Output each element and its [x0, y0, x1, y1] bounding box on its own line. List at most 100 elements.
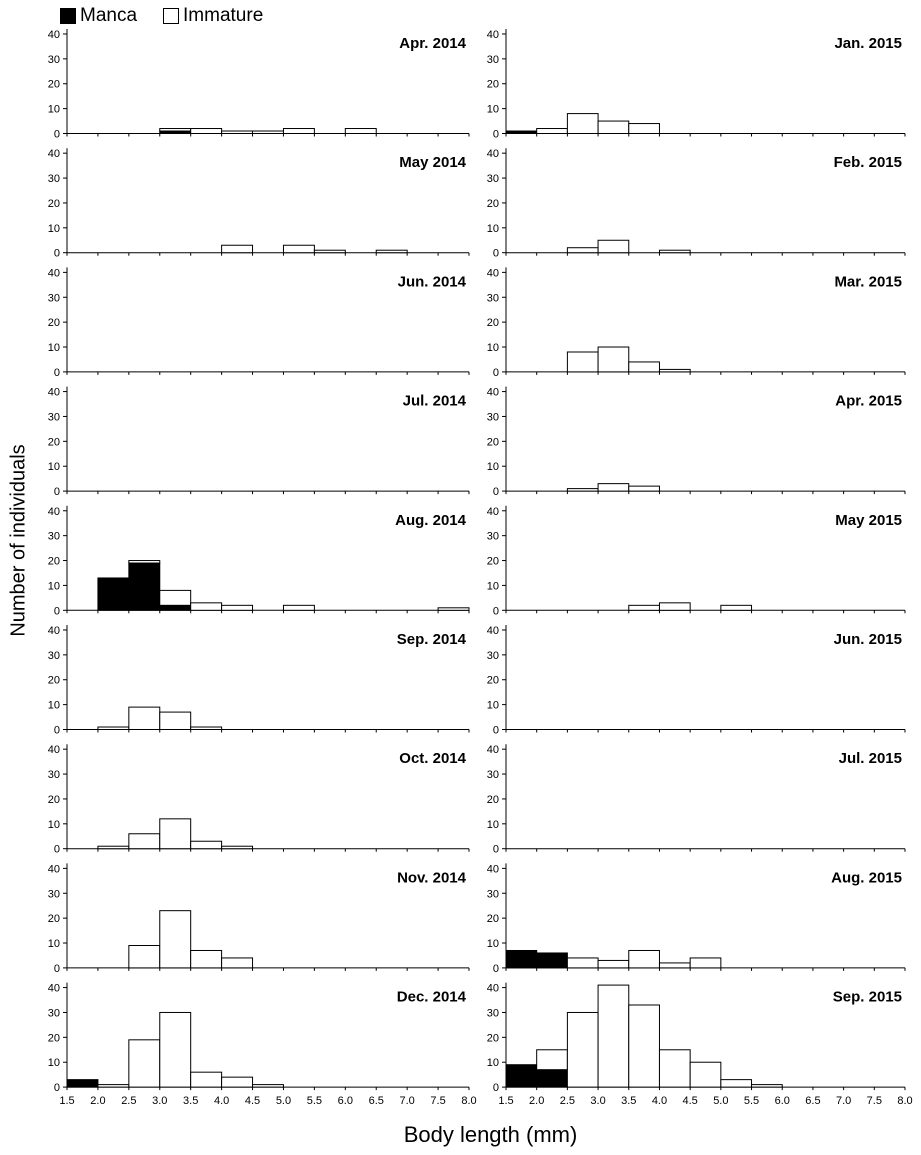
bar-immature: [128, 560, 161, 564]
x-tick-label: 4.0: [652, 1095, 667, 1107]
x-tick-label: 2.5: [560, 1095, 575, 1107]
bar-immature: [190, 726, 223, 730]
y-tick-label: 10: [48, 461, 60, 473]
panel-jul-2015: 0 10 20 30 40 Jul. 2015: [487, 744, 906, 856]
y-tick-label: 0: [54, 486, 60, 498]
y-tick-label: 0: [54, 129, 60, 141]
panel-title: Dec. 2014: [397, 989, 467, 1006]
y-tick-label: 40: [48, 863, 60, 875]
legend-label-manca: Manca: [80, 5, 138, 26]
legend-swatch-manca: [60, 8, 76, 24]
y-tick-label: 40: [48, 506, 60, 518]
panel-may-2015: 0 10 20 30 40 May 2015: [487, 506, 906, 617]
y-tick-label: 30: [48, 650, 60, 662]
y-tick-label: 10: [487, 342, 499, 354]
bar-immature: [566, 113, 599, 134]
bar-immature: [720, 604, 753, 611]
panel-may-2014: 0 10 20 30 40 May 2014: [48, 148, 470, 260]
y-tick-label: 0: [54, 963, 60, 975]
y-tick-label: 10: [487, 1057, 499, 1069]
y-tick-label: 30: [487, 173, 499, 185]
x-tick-label: 6.0: [775, 1095, 790, 1107]
y-tick-label: 20: [48, 556, 60, 568]
legend-item-manca: Manca: [60, 5, 137, 27]
panel-title: Mar. 2015: [834, 273, 902, 290]
y-tick-label: 40: [487, 29, 499, 41]
y-tick-label: 0: [493, 605, 499, 617]
bar-immature: [375, 249, 408, 254]
y-tick-label: 10: [487, 461, 499, 473]
bar-manca: [536, 1069, 568, 1088]
bar-immature: [658, 602, 691, 611]
bar-immature: [597, 239, 630, 254]
x-tick-label: 4.5: [245, 1095, 260, 1107]
bar-immature: [221, 957, 254, 969]
bar-manca: [505, 949, 538, 969]
y-tick-label: 40: [487, 267, 499, 279]
bar-immature: [159, 1011, 192, 1088]
legend-swatch-immature: [163, 8, 180, 24]
legend: Manca Immature: [60, 3, 289, 29]
y-tick-label: 20: [48, 317, 60, 329]
panel-title: Apr. 2015: [835, 393, 902, 410]
panel-title: May 2014: [399, 154, 466, 171]
y-tick-label: 30: [487, 411, 499, 423]
y-tick-label: 20: [48, 794, 60, 806]
y-tick-label: 0: [54, 605, 60, 617]
y-tick-label: 10: [487, 700, 499, 712]
x-tick-label: 6.5: [805, 1095, 820, 1107]
x-tick-label: 2.5: [121, 1095, 136, 1107]
y-tick-label: 40: [48, 744, 60, 756]
y-tick-label: 30: [48, 411, 60, 423]
bar-immature: [221, 244, 254, 254]
y-tick-label: 20: [487, 317, 499, 329]
y-tick-label: 30: [487, 292, 499, 304]
bar-immature: [221, 845, 254, 850]
y-tick-label: 30: [487, 650, 499, 662]
bar-immature: [658, 962, 691, 969]
y-tick-label: 40: [48, 267, 60, 279]
bar-immature: [282, 604, 315, 611]
x-tick-label: 6.0: [338, 1095, 353, 1107]
bar-manca: [505, 130, 538, 134]
y-tick-label: 40: [487, 506, 499, 518]
y-tick-label: 40: [487, 387, 499, 399]
x-tick-label: 8.0: [897, 1095, 912, 1107]
panel-title: Oct. 2014: [399, 750, 466, 767]
y-tick-label: 40: [48, 983, 60, 995]
panel-title: Aug. 2015: [831, 869, 902, 886]
panel-jan-2015: 0 10 20 30 40 Jan. 2015: [487, 29, 906, 141]
x-tick-label: 6.5: [369, 1095, 384, 1107]
bar-immature: [190, 602, 223, 611]
y-tick-label: 30: [48, 1007, 60, 1019]
y-tick-label: 10: [48, 1057, 60, 1069]
bar-immature: [97, 1084, 130, 1088]
y-tick-label: 20: [48, 675, 60, 687]
bar-immature: [658, 368, 691, 373]
bar-immature: [628, 485, 660, 492]
bar-immature: [221, 130, 254, 134]
panel-jul-2014: 0 10 20 30 40 Jul. 2014: [48, 387, 470, 498]
x-tick-label: 5.0: [713, 1095, 728, 1107]
bar-immature: [252, 1084, 284, 1088]
y-tick-label: 40: [48, 387, 60, 399]
panel-title: Sep. 2014: [397, 631, 467, 648]
y-tick-label: 30: [48, 54, 60, 66]
bar-manca: [505, 1064, 538, 1088]
bar-immature: [689, 1061, 722, 1088]
x-tick-label: 7.0: [836, 1095, 851, 1107]
y-tick-label: 0: [493, 248, 499, 260]
y-tick-label: 0: [54, 248, 60, 260]
bar-immature: [190, 1071, 223, 1088]
bar-immature: [566, 488, 599, 492]
y-tick-label: 10: [487, 223, 499, 235]
y-tick-label: 40: [487, 863, 499, 875]
y-tick-label: 20: [487, 794, 499, 806]
panel-title: Jul. 2014: [403, 393, 467, 410]
y-tick-label: 10: [48, 700, 60, 712]
panel-aug-2014: 0 10 20 30 40 Aug. 2014: [48, 506, 470, 617]
bar-immature: [628, 604, 660, 611]
bar-immature: [597, 346, 630, 373]
x-tick-label: 7.5: [867, 1095, 882, 1107]
